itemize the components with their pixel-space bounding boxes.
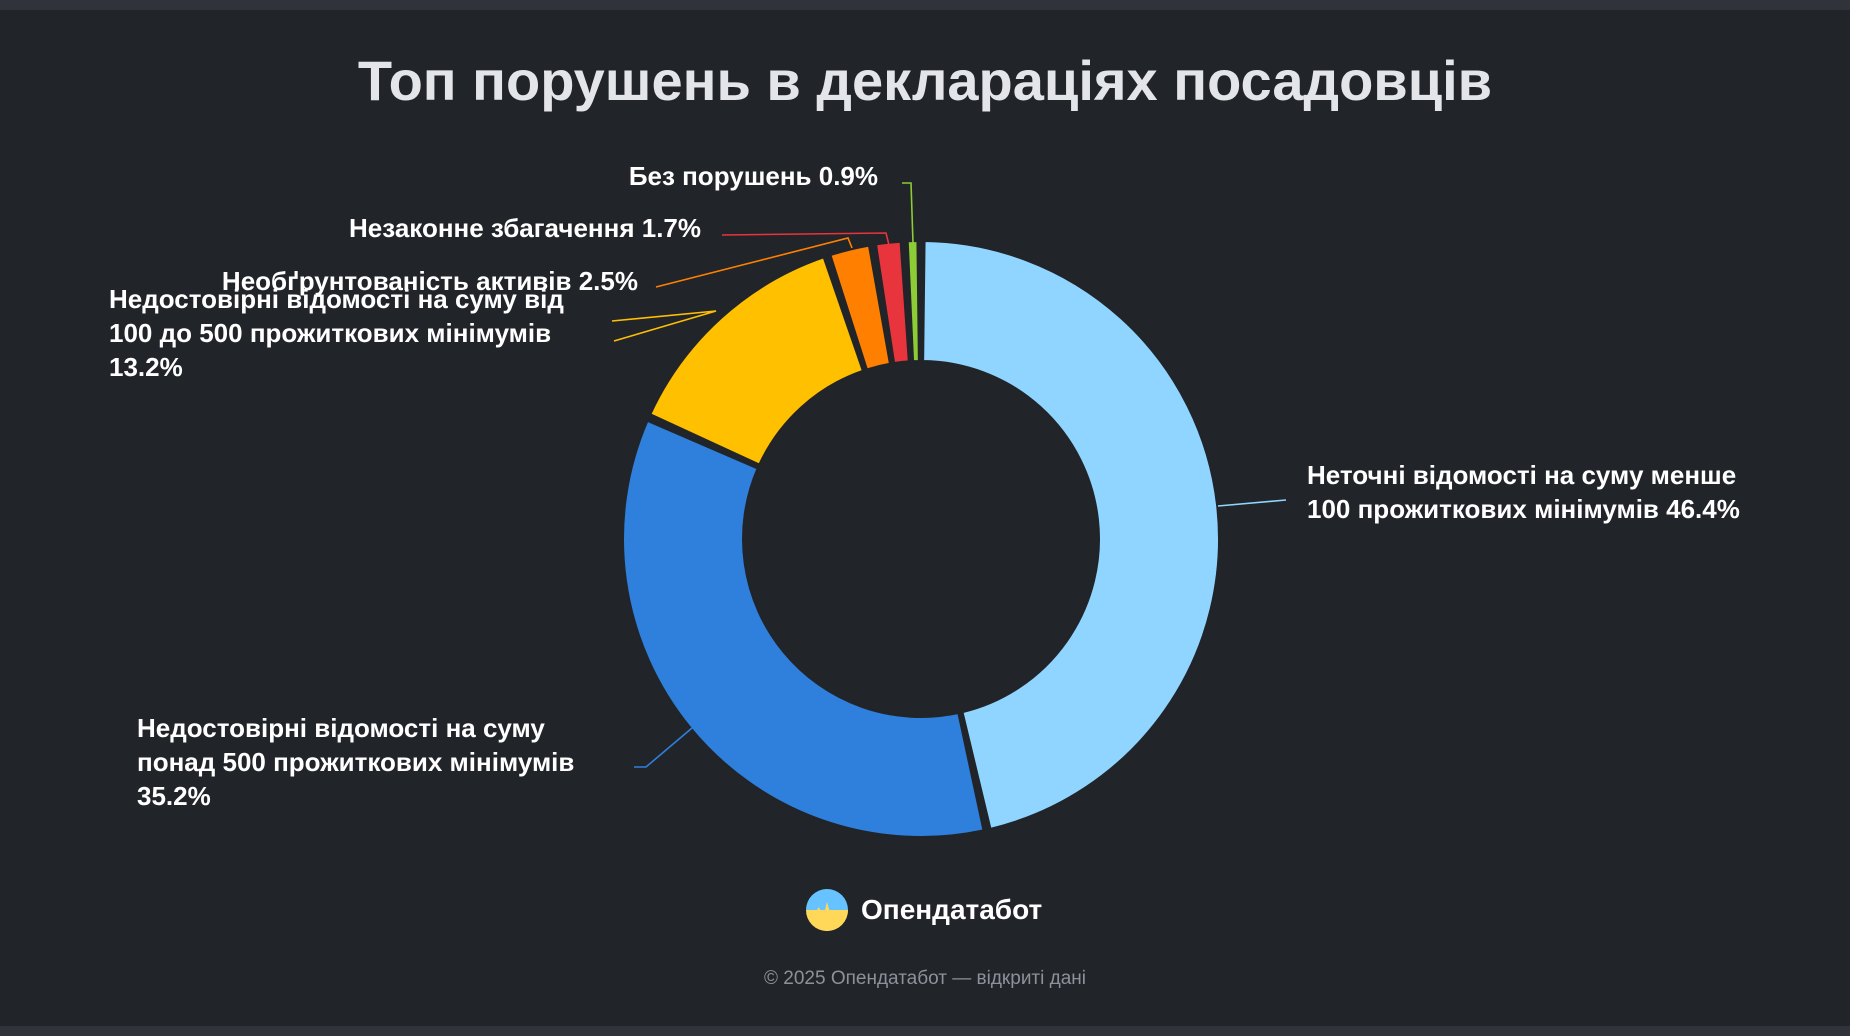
- chart-panel: [0, 10, 1850, 1026]
- donut-slice-5[interactable]: [875, 240, 910, 365]
- leader-line-3: [611, 310, 717, 342]
- donut-slice-6[interactable]: [906, 240, 920, 363]
- chart-title: Топ порушень в деклараціях посадовців: [357, 49, 1493, 112]
- slice-label-5: Незаконне збагачення 1.7%: [349, 213, 701, 243]
- leader-line-5: [721, 232, 890, 246]
- leader-line-6: [902, 182, 914, 244]
- donut-slice-1[interactable]: [922, 240, 1220, 830]
- slice-label-2: Недостовірні відомості на суму понад 500 …: [137, 713, 574, 811]
- leader-line-4: [655, 237, 853, 288]
- slice-label-3: Недостовірні відомості на суму від 100 до…: [109, 284, 564, 382]
- brand-name: Опендатабот: [861, 894, 1043, 925]
- donut-slice-3[interactable]: [649, 256, 864, 466]
- leader-line-2: [634, 727, 693, 768]
- slice-label-4: Необґрунтованість активів 2.5%: [222, 266, 638, 296]
- brand: Опендатабот: [805, 888, 1042, 932]
- donut-slice-4[interactable]: [829, 244, 891, 371]
- leader-line-1: [1217, 499, 1287, 507]
- logo-icon: [806, 889, 848, 931]
- slice-label-6: Без порушень 0.9%: [629, 161, 878, 191]
- slice-label-1: Неточні відомості на суму менше 100 прожи…: [1307, 460, 1740, 524]
- footer-text: © 2025 Опендатабот — відкриті дані: [764, 968, 1086, 989]
- donut-slice-2[interactable]: [622, 419, 985, 838]
